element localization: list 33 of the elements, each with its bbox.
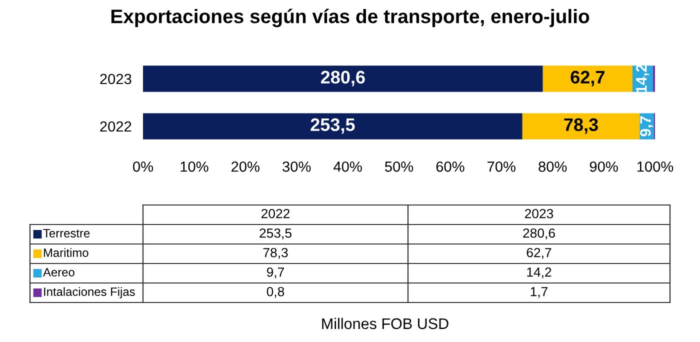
category-label: 2023 — [524, 208, 554, 218]
annotation: 280,6 — [320, 70, 365, 86]
text: 9,7 — [266, 267, 284, 278]
x-tick-label: 30% — [282, 161, 311, 172]
text: Millones FOB USD — [322, 318, 448, 330]
annotation: 62,7 — [570, 70, 604, 86]
chart-title: Exportaciones según vías de transporte, enero-julio — [111, 8, 590, 28]
x-tick-label: 10% — [180, 161, 208, 172]
x-tick-label: 70% — [488, 161, 516, 172]
legend-label: Aereo — [43, 268, 74, 276]
category-label: 2022 — [261, 208, 290, 218]
x-tick-label: 90% — [590, 161, 618, 172]
x-tick-label: 0% — [133, 161, 154, 172]
legend-label: Terrestre — [43, 229, 90, 238]
legend-label: Intalaciones Fijas — [44, 287, 135, 298]
text: 253,5 — [260, 228, 292, 240]
text: 1,7 — [530, 287, 548, 298]
legend-label: Maritimo — [44, 248, 88, 257]
text: 78,3 — [263, 248, 288, 259]
annotation: 78,3 — [564, 118, 598, 134]
x-tick-label: 100% — [637, 161, 674, 172]
x-tick-label: 40% — [334, 161, 362, 172]
x-tick-label: 50% — [384, 161, 414, 172]
annotation: 9,7 — [640, 116, 654, 136]
annotation: 253,5 — [310, 118, 355, 134]
text: 62,7 — [526, 248, 552, 259]
text: 280,6 — [523, 228, 555, 240]
x-tick-label: 60% — [436, 161, 464, 172]
x-tick-label: 80% — [538, 161, 567, 172]
annotation: 14,2 — [636, 64, 650, 93]
text: 0,8 — [266, 286, 284, 298]
text: 14,2 — [527, 267, 552, 278]
x-tick-label: 20% — [232, 161, 260, 172]
